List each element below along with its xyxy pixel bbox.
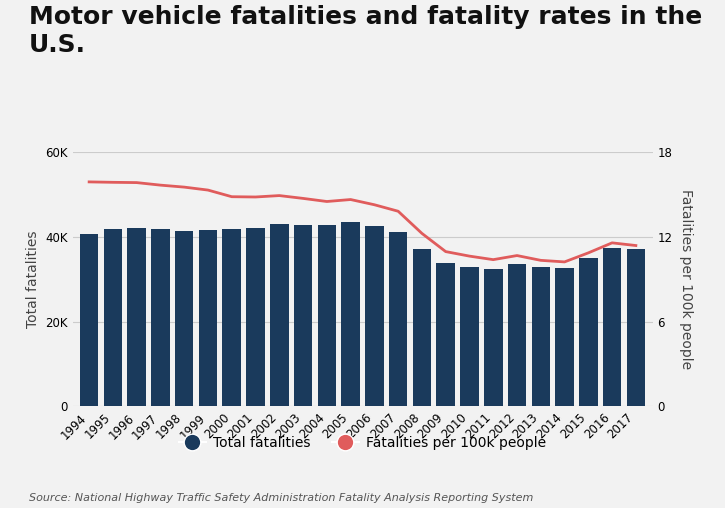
Bar [413,248,431,406]
Bar [80,234,99,406]
Text: Motor vehicle fatalities and fatality rates in the
U.S.: Motor vehicle fatalities and fatality ra… [29,5,703,57]
Bar [104,230,123,406]
Bar [507,264,526,406]
Bar [341,222,360,406]
Bar [626,249,645,406]
Bar [365,226,384,406]
Bar [484,269,502,406]
Bar [199,230,217,406]
Legend: Total fatalities, Fatalities per 100k people: Total fatalities, Fatalities per 100k pe… [173,430,552,455]
Y-axis label: Total fatalities: Total fatalities [25,231,40,328]
Bar [223,229,241,406]
Bar [247,228,265,406]
Bar [389,232,407,406]
Bar [128,228,146,406]
Bar [579,258,597,406]
Bar [555,268,573,406]
Bar [460,267,478,406]
Bar [318,225,336,406]
Bar [175,231,194,406]
Bar [436,263,455,406]
Y-axis label: Fatalities per 100k people: Fatalities per 100k people [679,189,693,369]
Bar [294,225,312,406]
Bar [152,229,170,406]
Bar [602,248,621,406]
Bar [531,267,550,406]
Bar [270,225,289,406]
Text: Source: National Highway Traffic Safety Administration Fatality Analysis Reporti: Source: National Highway Traffic Safety … [29,493,534,503]
